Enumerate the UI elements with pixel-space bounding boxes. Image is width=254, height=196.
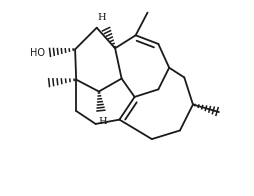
Text: H: H: [98, 13, 106, 22]
Text: HO: HO: [30, 48, 45, 58]
Text: H: H: [99, 117, 107, 126]
